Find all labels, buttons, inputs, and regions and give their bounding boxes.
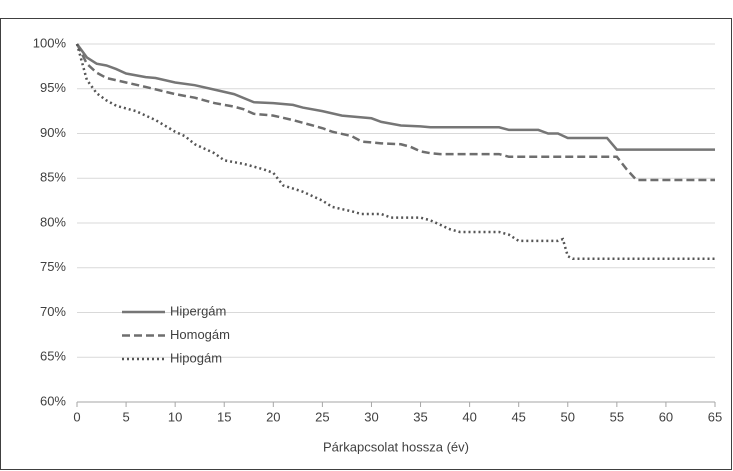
x-tick-label: 5: [122, 409, 129, 424]
x-tick-label: 55: [610, 409, 624, 424]
y-tick-label: 90%: [40, 125, 66, 140]
y-tick-label: 100%: [33, 35, 67, 50]
legend-label: Hipogám: [170, 350, 222, 365]
x-tick-label: 30: [364, 409, 378, 424]
legend-label: Homogám: [170, 327, 230, 342]
chart-frame: [0, 18, 732, 470]
y-tick-label: 80%: [40, 214, 66, 229]
x-tick-label: 40: [462, 409, 476, 424]
series-line: [75, 43, 715, 182]
series-line: [75, 43, 715, 261]
y-tick-label: 70%: [40, 304, 66, 319]
y-tick-label: 95%: [40, 80, 66, 95]
y-tick-label: 65%: [40, 349, 66, 364]
x-tick-label: 35: [413, 409, 427, 424]
x-tick-label: 0: [73, 409, 80, 424]
legend-label: Hipergám: [170, 303, 226, 318]
x-tick-label: 45: [511, 409, 525, 424]
x-axis-label: Párkapcsolat hossza (év): [323, 439, 469, 454]
x-tick-label: 25: [315, 409, 329, 424]
series-line: [75, 43, 715, 151]
x-tick-label: 20: [266, 409, 280, 424]
y-tick-label: 75%: [40, 259, 66, 274]
y-tick-label: 85%: [40, 170, 66, 185]
x-tick-label: 65: [708, 409, 722, 424]
x-tick-label: 15: [217, 409, 231, 424]
y-tick-label: 60%: [40, 393, 66, 408]
x-tick-label: 60: [659, 409, 673, 424]
x-tick-label: 50: [561, 409, 575, 424]
x-tick-label: 10: [168, 409, 182, 424]
